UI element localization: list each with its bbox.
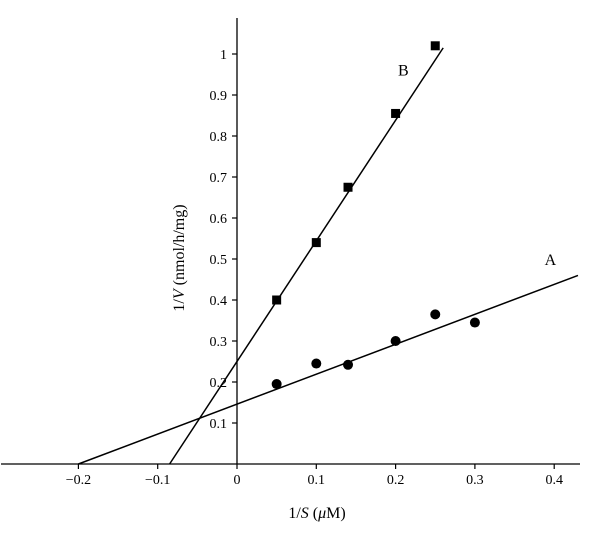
y-axis-title: 1/V (nmol/h/mg) xyxy=(171,204,188,311)
y-tick-label: 0.9 xyxy=(210,89,228,104)
x-tick-label: −0.1 xyxy=(145,473,170,488)
data-point-b xyxy=(343,182,353,192)
x-tick-label: 0.1 xyxy=(308,473,326,488)
y-tick-label: 0.2 xyxy=(210,376,228,391)
y-axis-title-prefix: 1/ xyxy=(171,299,188,312)
x-tick-label: 0.2 xyxy=(387,473,405,488)
x-tick-label: 0.3 xyxy=(466,473,484,488)
data-point-b xyxy=(272,295,282,305)
data-point-b xyxy=(430,41,440,51)
x-tick-label: 0 xyxy=(234,473,241,488)
tick-labels: −0.2 −0.1 0 0.1 0.2 0.3 0.4 0.1 0.2 0.3 0.4 0.5 0.6 0… xyxy=(66,48,563,488)
y-tick-label: 0.6 xyxy=(210,212,228,227)
data-markers xyxy=(271,41,480,390)
x-tick-label: −0.2 xyxy=(66,473,91,488)
x-axis-title-variable: S xyxy=(301,505,309,522)
series-label-b: B xyxy=(398,62,409,79)
tick-marks xyxy=(77,53,555,469)
fit-line-a xyxy=(78,274,579,465)
data-point-a xyxy=(311,358,322,369)
data-point-a xyxy=(390,336,401,346)
data-point-a xyxy=(271,379,282,390)
y-axis-title-unit: (nmol/h/mg) xyxy=(171,204,188,289)
y-axis-title-variable: V xyxy=(171,287,188,299)
x-axis-title-mu: μ xyxy=(317,505,326,522)
data-point-b xyxy=(311,238,321,248)
data-point-a xyxy=(343,359,354,370)
y-tick-label: 0.1 xyxy=(210,417,228,432)
x-axis-title-unit-rest: M) xyxy=(326,505,346,522)
x-tick-label: 0.4 xyxy=(545,473,563,488)
x-axis-title: 1/S (μM) xyxy=(288,505,345,522)
y-tick-label: 0.5 xyxy=(210,253,228,268)
y-tick-label: 0.3 xyxy=(210,335,228,350)
axes xyxy=(1,18,580,465)
y-tick-label: 0.8 xyxy=(210,130,228,145)
x-axis-title-prefix: 1/ xyxy=(288,505,301,522)
x-axis-title-unit-open: ( xyxy=(309,505,318,522)
data-point-a xyxy=(469,317,480,328)
data-point-b xyxy=(391,108,401,118)
series-label-a: A xyxy=(545,252,557,269)
y-tick-label: 0.4 xyxy=(210,294,228,309)
y-tick-label: 1 xyxy=(220,48,227,63)
data-point-a xyxy=(430,309,441,320)
fit-lines xyxy=(78,47,579,465)
y-tick-label: 0.7 xyxy=(210,171,228,186)
